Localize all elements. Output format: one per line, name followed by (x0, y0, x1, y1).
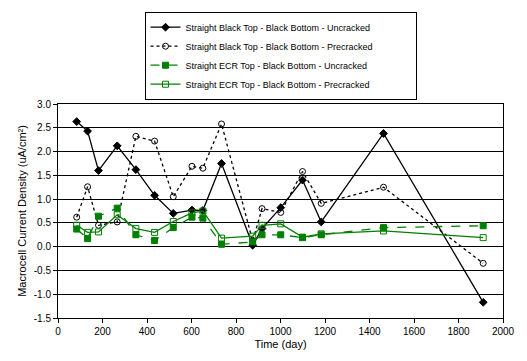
svg-text:-1.0: -1.0 (34, 289, 52, 300)
svg-text:2000: 2000 (492, 326, 515, 337)
svg-text:Straight Black Top - Black Bot: Straight Black Top - Black Bottom - Uncr… (186, 23, 370, 33)
svg-text:800: 800 (228, 326, 245, 337)
svg-text:1200: 1200 (314, 326, 337, 337)
svg-text:Straight ECR Top - Black Botto: Straight ECR Top - Black Bottom - Precra… (186, 80, 370, 90)
svg-text:200: 200 (94, 326, 111, 337)
svg-text:600: 600 (183, 326, 200, 337)
svg-text:-0.5: -0.5 (34, 265, 52, 276)
svg-text:1.0: 1.0 (37, 194, 51, 205)
svg-text:2.0: 2.0 (37, 146, 51, 157)
svg-text:2.5: 2.5 (37, 122, 51, 133)
svg-text:400: 400 (139, 326, 156, 337)
svg-text:1400: 1400 (358, 326, 381, 337)
svg-text:0.5: 0.5 (37, 217, 51, 228)
svg-text:Time (day): Time (day) (254, 338, 306, 350)
svg-text:0: 0 (55, 326, 61, 337)
svg-text:Straight ECR Top - Black Botto: Straight ECR Top - Black Bottom - Uncrac… (186, 61, 367, 71)
svg-text:1800: 1800 (447, 326, 470, 337)
svg-text:Straight Black Top - Black Bot: Straight Black Top - Black Bottom - Prec… (186, 42, 373, 52)
svg-text:-1.5: -1.5 (34, 313, 52, 324)
svg-text:1600: 1600 (403, 326, 426, 337)
svg-text:Macrocell Current Density (uA/: Macrocell Current Density (uA/cm²) (16, 125, 28, 297)
svg-text:1000: 1000 (269, 326, 292, 337)
svg-text:1.5: 1.5 (37, 170, 51, 181)
svg-text:3.0: 3.0 (37, 99, 51, 110)
svg-text:0.0: 0.0 (37, 241, 51, 252)
